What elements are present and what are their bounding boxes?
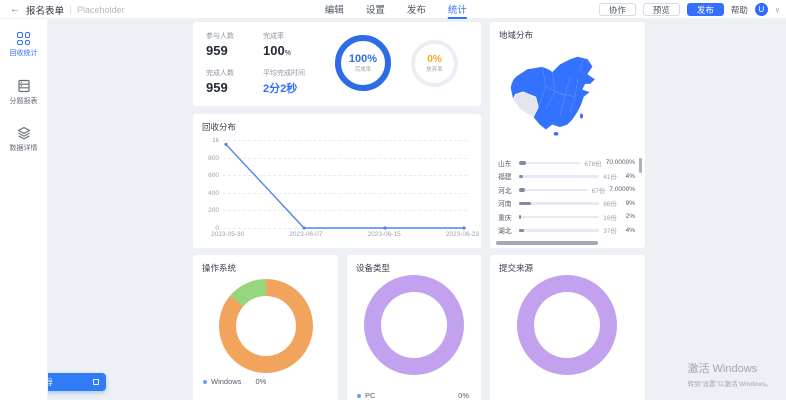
card-title: 操作系统 [202, 263, 237, 273]
x-tick: 2023-06-23 [445, 231, 479, 238]
chevron-down-icon[interactable]: ∨ [774, 6, 780, 14]
stat-completion-rate: 完成率 100% [263, 33, 291, 58]
stat-completed: 完成人数 959 [206, 70, 234, 95]
y-tick: 600 [208, 172, 219, 180]
tab-statistics[interactable]: 统计 [447, 0, 467, 19]
windows-watermark: 激活 Windows 转到“设置”以激活 Windows。 [687, 363, 772, 388]
x-tick: 2023-06-15 [367, 231, 401, 238]
region-bar [519, 188, 588, 192]
region-bar [519, 174, 600, 178]
window-icon[interactable] [93, 379, 99, 385]
sidebar: 回收统计 分题报表 数据详情 [0, 19, 48, 400]
report-icon [17, 79, 30, 93]
region-distribution-card: 地域分布 山东 678份 70.0000% 福建 41份 4 [490, 22, 645, 248]
tab-settings[interactable]: 设置 [365, 4, 385, 16]
card-title: 回收分布 [202, 122, 237, 132]
os-legend[interactable]: Windows 0% [203, 377, 326, 386]
help-link[interactable]: 帮助 [730, 4, 748, 15]
completion-ring: 100% 完成率 [335, 35, 391, 91]
os-chart-card: 操作系统 Windows 0% [193, 255, 338, 400]
region-row: 重庆 16份 2% [498, 213, 635, 222]
legend-label: PC [365, 391, 376, 400]
y-tick: 0 [215, 225, 219, 232]
card-title: 提交来源 [499, 263, 534, 273]
device-donut-chart [364, 275, 464, 375]
legend-value: 0% [458, 391, 469, 400]
region-bar [519, 201, 600, 205]
legend-label: Windows [211, 377, 242, 386]
doc-subtitle: Placeholder [77, 4, 125, 15]
horizontal-scrollbar[interactable] [496, 241, 598, 245]
preview-button[interactable]: 预览 [642, 3, 680, 16]
collaborate-button[interactable]: 协作 [598, 3, 636, 16]
grid-icon [17, 32, 30, 45]
legend-dot [203, 379, 207, 384]
legend-value: 0% [255, 377, 267, 386]
main-tabs: 编辑 设置 发布 统计 [325, 0, 467, 19]
card-title: 设备类型 [356, 263, 391, 273]
legend-dot [357, 393, 361, 398]
sidebar-item-label: 数据详情 [9, 145, 38, 152]
region-row: 山东 678份 70.0000% [498, 159, 635, 168]
y-tick: 400 [208, 189, 219, 197]
card-title: 地域分布 [499, 30, 534, 40]
region-bar [519, 161, 581, 165]
region-row: 湖北 37份 4% [498, 226, 635, 236]
y-tick: 800 [208, 154, 219, 162]
top-bar: ← 报名表单 Placeholder 编辑 设置 发布 统计 协作 预览 发布 … [0, 0, 786, 19]
region-list: 山东 678份 70.0000% 福建 41份 4% 河北 67份 7.0000… [498, 156, 635, 237]
sidebar-item-label: 分题报表 [9, 98, 38, 105]
sidebar-item-label: 回收统计 [9, 50, 38, 57]
doc-title: 报名表单 [26, 5, 65, 17]
region-row: 福建 41份 4% [498, 172, 635, 182]
sidebar-item-data-details[interactable]: 数据详情 [0, 126, 47, 173]
stat-participants: 参与人数 959 [206, 33, 234, 58]
os-donut-chart [219, 279, 313, 373]
source-chart-card: 提交来源 [490, 255, 645, 400]
overview-card: 参与人数 959 完成率 100% 完成人数 959 平均完成时间 2分2秒 1… [193, 22, 481, 106]
y-tick: 1k [212, 137, 219, 144]
publish-button[interactable]: 发布 [686, 3, 724, 16]
abandon-ring: 0% 放弃率 [411, 40, 458, 87]
sidebar-item-recycle-stats[interactable]: 回收统计 [0, 32, 47, 79]
region-bar [519, 228, 600, 232]
recycle-line-series [224, 142, 466, 230]
x-axis: 2023-05-30 2023-06-07 2023-06-15 2023-06… [211, 231, 479, 238]
device-chart-card: 设备类型 PC 0% [347, 255, 481, 400]
back-icon[interactable]: ← [10, 4, 20, 15]
tab-edit[interactable]: 编辑 [324, 4, 344, 16]
x-tick: 2023-05-30 [211, 231, 245, 238]
vertical-scrollbar[interactable] [639, 158, 642, 173]
region-row: 河北 67份 7.0000% [498, 186, 635, 195]
region-row: 河南 86份 9% [498, 199, 635, 209]
avatar[interactable]: U [754, 3, 768, 16]
source-donut-chart [517, 275, 617, 375]
x-tick: 2023-06-07 [289, 231, 323, 238]
recycle-distribution-card: 回收分布 1k 800 600 400 200 0 2023-05-30 202… [193, 114, 481, 248]
region-bar [519, 215, 600, 219]
sidebar-item-question-report[interactable]: 分题报表 [0, 79, 47, 126]
tab-publish[interactable]: 发布 [406, 4, 426, 16]
stat-avg-time: 平均完成时间 2分2秒 [263, 70, 305, 95]
china-map [504, 42, 631, 152]
device-legend[interactable]: PC 0% [357, 391, 469, 400]
y-tick: 200 [208, 207, 219, 215]
layers-icon [17, 126, 30, 140]
title-divider [70, 5, 72, 14]
line-plot-area [223, 140, 467, 230]
